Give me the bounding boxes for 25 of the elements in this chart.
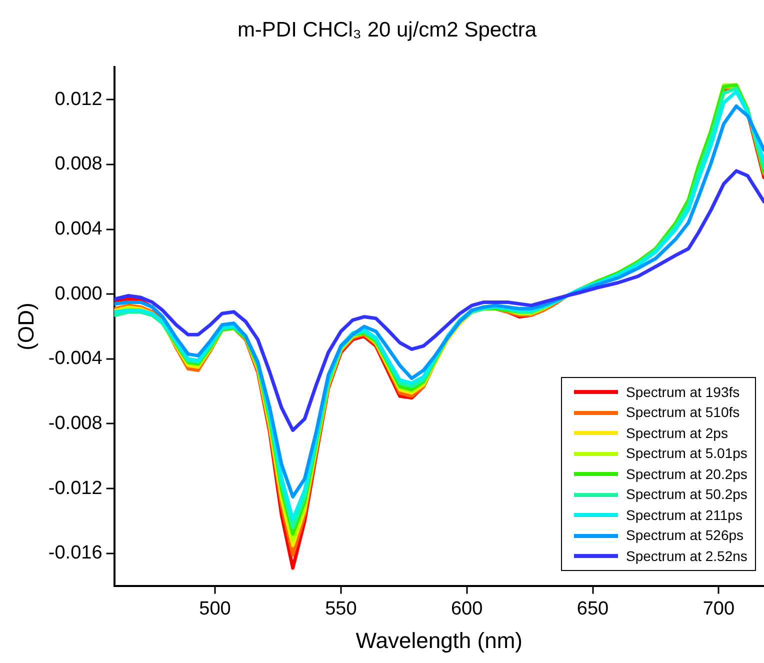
legend-label: Spectrum at 510fs — [626, 403, 740, 422]
legend-label: Spectrum at 193fs — [626, 382, 740, 402]
legend-label: Spectrum at 526ps — [626, 526, 744, 546]
y-tick-label: 0.004 — [54, 218, 103, 240]
x-axis-title: Wavelength (nm) — [356, 628, 522, 653]
legend-label: Spectrum at 5.01ps — [626, 444, 748, 464]
y-axis-title: (OD) — [13, 302, 38, 350]
x-tick-label: 500 — [199, 598, 231, 620]
x-tick-label: 650 — [576, 598, 609, 620]
y-tick-label: 0.008 — [54, 154, 102, 175]
legend-label: Spectrum at 2ps — [626, 424, 728, 443]
chart-title: m-PDI CHCl₃ 20 uj/cm2 Spectra — [237, 18, 537, 42]
y-tick-label: 0.000 — [54, 283, 102, 304]
y-tick-label: 0.012 — [54, 88, 102, 110]
y-tick-label: -0.008 — [48, 412, 102, 434]
legend-label: Spectrum at 50.2ps — [626, 485, 748, 504]
y-tick-label: -0.004 — [48, 348, 103, 370]
x-tick-label: 550 — [325, 598, 357, 620]
y-tick-label: -0.012 — [48, 478, 102, 499]
legend-label: Spectrum at 2.52ns — [626, 546, 748, 566]
legend-label: Spectrum at 211ps — [626, 506, 742, 525]
y-tick-label: -0.016 — [48, 542, 102, 564]
x-tick-label: 600 — [450, 598, 483, 620]
legend-label: Spectrum at 20.2ps — [626, 464, 748, 484]
x-tick-label: 700 — [702, 598, 735, 620]
